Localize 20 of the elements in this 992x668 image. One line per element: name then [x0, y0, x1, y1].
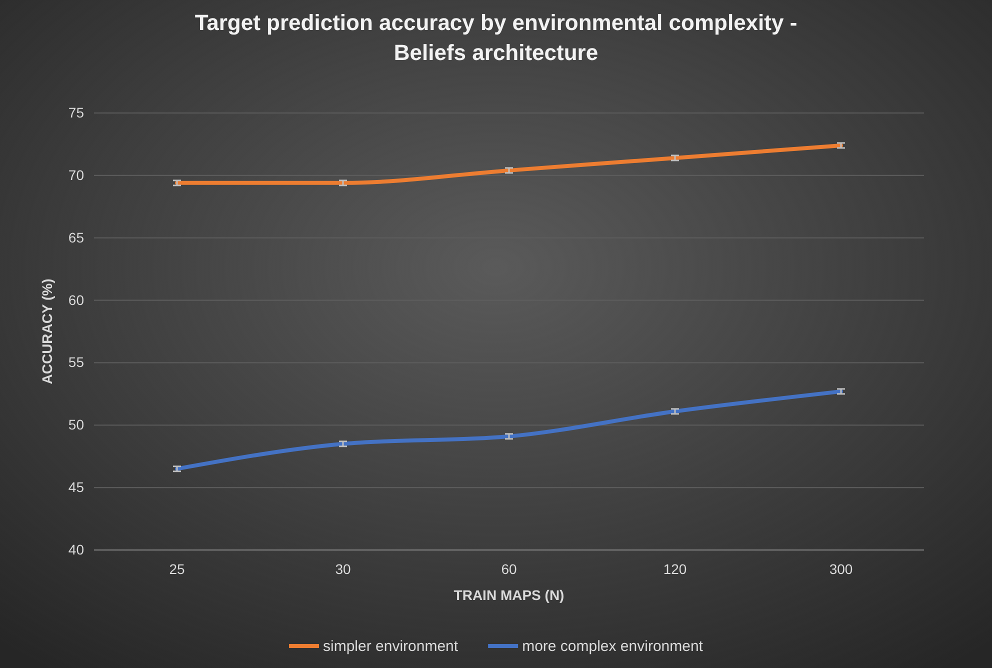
x-tick-label: 25 — [169, 560, 185, 577]
x-tick-label: 30 — [335, 560, 351, 577]
x-axis-title: TRAIN MAPS (N) — [454, 587, 564, 603]
y-axis-title: ACCURACY (%) — [39, 278, 55, 384]
y-tick-label: 40 — [68, 541, 84, 558]
x-tick-label: 60 — [501, 560, 517, 577]
y-tick-label: 65 — [68, 229, 84, 246]
x-tick-label: 120 — [663, 560, 687, 577]
legend-label: more complex environment — [522, 638, 704, 655]
line-series — [175, 143, 843, 185]
legend-label: simpler environment — [323, 638, 459, 655]
chart-title: Target prediction accuracy by environmental complexity - Beliefs architecture — [194, 10, 798, 65]
line-series — [175, 389, 843, 471]
y-tick-label: 70 — [68, 166, 84, 183]
y-tick-label: 50 — [68, 416, 84, 433]
y-tick-label: 75 — [68, 104, 84, 120]
y-tick-label: 55 — [68, 354, 84, 370]
y-tick-label: 45 — [68, 479, 84, 496]
x-tick-label: 300 — [829, 560, 853, 577]
y-tick-label: 60 — [68, 292, 84, 308]
